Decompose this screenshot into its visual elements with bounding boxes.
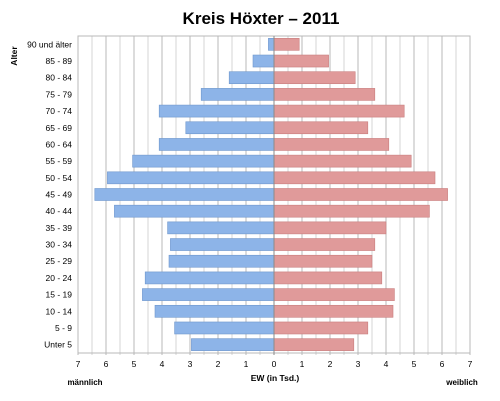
- category-label: 65 - 69: [46, 123, 73, 133]
- x-tick-label: 2: [216, 359, 221, 369]
- bar-male: [170, 238, 275, 251]
- category-label: 5 - 9: [55, 323, 72, 333]
- bar-male: [94, 188, 275, 201]
- bar-male: [191, 338, 275, 351]
- bar-male: [158, 138, 275, 151]
- x-tick-label: 7: [76, 359, 81, 369]
- category-label: 45 - 49: [46, 190, 73, 200]
- bar-male: [158, 104, 275, 118]
- category-label: Unter 5: [44, 340, 72, 350]
- bar-female: [273, 104, 405, 118]
- category-labels: 90 und älter 85 - 89 80 - 84 75 - 79 70 - 74…: [27, 39, 72, 349]
- x-tick-label: 6: [440, 359, 445, 369]
- x-tick-label: 5: [412, 359, 417, 369]
- bar-male: [268, 38, 275, 51]
- bar-male: [185, 121, 275, 135]
- bar-female: [273, 154, 412, 168]
- male-label: männlich: [67, 378, 102, 387]
- category-label: 55 - 59: [46, 156, 73, 166]
- bar-female: [273, 204, 430, 218]
- bar-female: [273, 38, 300, 51]
- bar-male: [174, 321, 275, 335]
- bars-group: [94, 36, 448, 355]
- bar-male: [167, 221, 275, 235]
- bar-female: [273, 271, 383, 285]
- category-label: 90 und älter: [27, 39, 72, 49]
- chart-title: Kreis Höxter – 2011: [183, 9, 340, 28]
- category-label: 80 - 84: [46, 73, 73, 83]
- category-label: 25 - 29: [46, 256, 73, 266]
- x-tick-label: 1: [300, 359, 305, 369]
- bar-male: [114, 204, 275, 218]
- x-axis-label: EW (in Tsd.): [251, 373, 300, 383]
- bar-female: [273, 321, 369, 335]
- category-label: 40 - 44: [46, 206, 73, 216]
- bar-female: [273, 338, 355, 351]
- bar-female: [273, 171, 436, 185]
- bar-female: [273, 54, 329, 68]
- x-tick-label: 3: [188, 359, 193, 369]
- x-tick-label: 7: [468, 359, 473, 369]
- category-label: 10 - 14: [46, 306, 73, 316]
- bar-female: [273, 221, 387, 235]
- bar-female: [273, 138, 390, 151]
- category-label: 20 - 24: [46, 273, 73, 283]
- bar-female: [273, 188, 448, 201]
- bar-female: [273, 71, 356, 85]
- x-tick-label: 0: [272, 359, 277, 369]
- bar-male: [142, 288, 275, 301]
- x-tick-label: 2: [328, 359, 333, 369]
- bar-male: [200, 88, 275, 101]
- bar-male: [154, 304, 275, 318]
- bar-male: [252, 54, 275, 68]
- x-tick-labels: 7 6 5 4 3 2 1 0 1 2 3 4 5 6 7: [76, 359, 473, 369]
- x-tick-label: 4: [384, 359, 389, 369]
- bar-female: [273, 121, 369, 135]
- bar-female: [273, 88, 376, 101]
- bar-male: [107, 171, 275, 185]
- female-label: weiblich: [445, 378, 478, 387]
- category-label: 75 - 79: [46, 89, 73, 99]
- x-tick-label: 4: [160, 359, 165, 369]
- bar-female: [273, 304, 394, 318]
- bar-female: [273, 254, 373, 268]
- bar-male: [144, 271, 275, 285]
- category-label: 85 - 89: [46, 56, 73, 66]
- category-label: 60 - 64: [46, 139, 73, 149]
- bar-female: [273, 238, 376, 251]
- category-label: 15 - 19: [46, 290, 73, 300]
- x-tick-label: 1: [244, 359, 249, 369]
- x-tick-label: 5: [132, 359, 137, 369]
- x-tick-label: 3: [356, 359, 361, 369]
- category-label: 30 - 34: [46, 240, 73, 250]
- bar-female: [273, 288, 395, 301]
- category-label: 50 - 54: [46, 173, 73, 183]
- category-label: 70 - 74: [46, 106, 73, 116]
- bar-male: [228, 71, 275, 85]
- bar-male: [168, 254, 275, 268]
- category-label: 35 - 39: [46, 223, 73, 233]
- bar-male: [132, 154, 275, 168]
- y-axis-label: Alter: [9, 46, 19, 66]
- x-tick-label: 6: [104, 359, 109, 369]
